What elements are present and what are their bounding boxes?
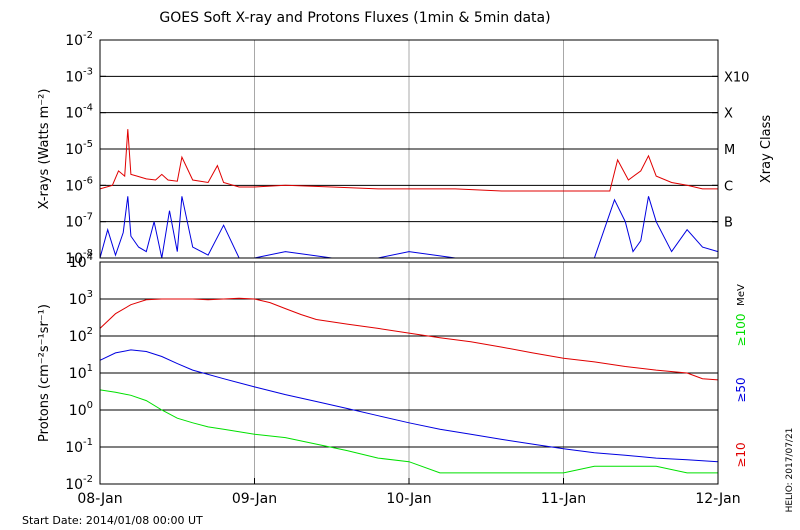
xray-panel: 10-8 10-7 10-6 10-5 10-4 10-3 10-2 B C M X X10 X-r… bbox=[37, 30, 774, 267]
y-tick-label: 10-8 bbox=[65, 248, 93, 267]
credit-label: HELIO: 2017/07/21 bbox=[785, 428, 795, 513]
y-tick-label: 104 bbox=[69, 252, 93, 271]
xray-series bbox=[99, 129, 719, 259]
y-tick-label: 100 bbox=[69, 400, 93, 419]
xray-y-ticks: 10-8 10-7 10-6 10-5 10-4 10-3 10-2 bbox=[65, 30, 718, 267]
x-axis-ticks: 08-Jan 09-Jan 10-Jan 11-Jan 12-Jan bbox=[77, 478, 741, 507]
proton-energy-legend: ≥10 ≥50 ≥100 bbox=[734, 314, 748, 468]
xray-series-line bbox=[99, 129, 718, 192]
x-tick-label: 08-Jan bbox=[77, 491, 122, 507]
xray-class-label: C bbox=[724, 179, 733, 194]
chart-title: GOES Soft X-ray and Protons Fluxes (1min… bbox=[159, 10, 550, 26]
proton-series-line bbox=[99, 349, 719, 463]
xray-class-labels: B C M X X10 bbox=[724, 70, 749, 230]
xray-series-line bbox=[99, 196, 719, 259]
x-tick-label: 11-Jan bbox=[541, 491, 586, 507]
y-tick-label: 10-2 bbox=[65, 474, 93, 493]
x-tick-label: 10-Jan bbox=[386, 491, 431, 507]
xray-y-axis-label: X-rays (Watts m⁻²) bbox=[37, 89, 52, 210]
xray-class-label: X10 bbox=[724, 70, 749, 85]
energy-legend-entry: ≥100 bbox=[734, 314, 748, 347]
y-tick-label: 10-7 bbox=[65, 212, 93, 231]
proton-panel: 10-2 10-1 100 101 102 103 104 ≥10 ≥50 ≥100 Proto… bbox=[37, 252, 748, 493]
proton-series-line bbox=[99, 389, 718, 474]
x-tick-label: 09-Jan bbox=[232, 491, 277, 507]
y-tick-label: 10-4 bbox=[65, 103, 93, 122]
xray-grid bbox=[100, 40, 718, 258]
proton-y-axis-label: Protons (cm⁻²s⁻¹sr⁻¹) bbox=[37, 304, 52, 442]
y-tick-label: 102 bbox=[69, 326, 93, 345]
xray-class-label: M bbox=[724, 143, 735, 158]
y-tick-label: 10-1 bbox=[65, 437, 93, 456]
energy-legend-entry: ≥50 bbox=[734, 377, 748, 402]
xray-class-label: X bbox=[724, 107, 733, 122]
y-tick-label: 10-6 bbox=[65, 175, 93, 194]
start-date: Start Date: 2014/01/08 00:00 UT bbox=[22, 514, 203, 527]
energy-legend-entry: ≥10 bbox=[734, 442, 748, 467]
proton-y-ticks: 10-2 10-1 100 101 102 103 104 bbox=[65, 252, 718, 493]
y-tick-label: 10-3 bbox=[65, 66, 93, 85]
proton-series bbox=[99, 297, 719, 474]
y-tick-label: 103 bbox=[69, 289, 93, 308]
y-tick-label: 10-2 bbox=[65, 30, 93, 49]
y-tick-label: 10-5 bbox=[65, 139, 93, 158]
xray-class-axis-label: Xray Class bbox=[759, 115, 774, 183]
proton-units-label: MeV bbox=[736, 284, 747, 306]
x-tick-label: 12-Jan bbox=[695, 491, 740, 507]
xray-class-label: B bbox=[724, 216, 733, 231]
proton-grid bbox=[100, 262, 718, 484]
proton-series-line bbox=[99, 297, 719, 381]
y-tick-label: 101 bbox=[69, 363, 93, 382]
